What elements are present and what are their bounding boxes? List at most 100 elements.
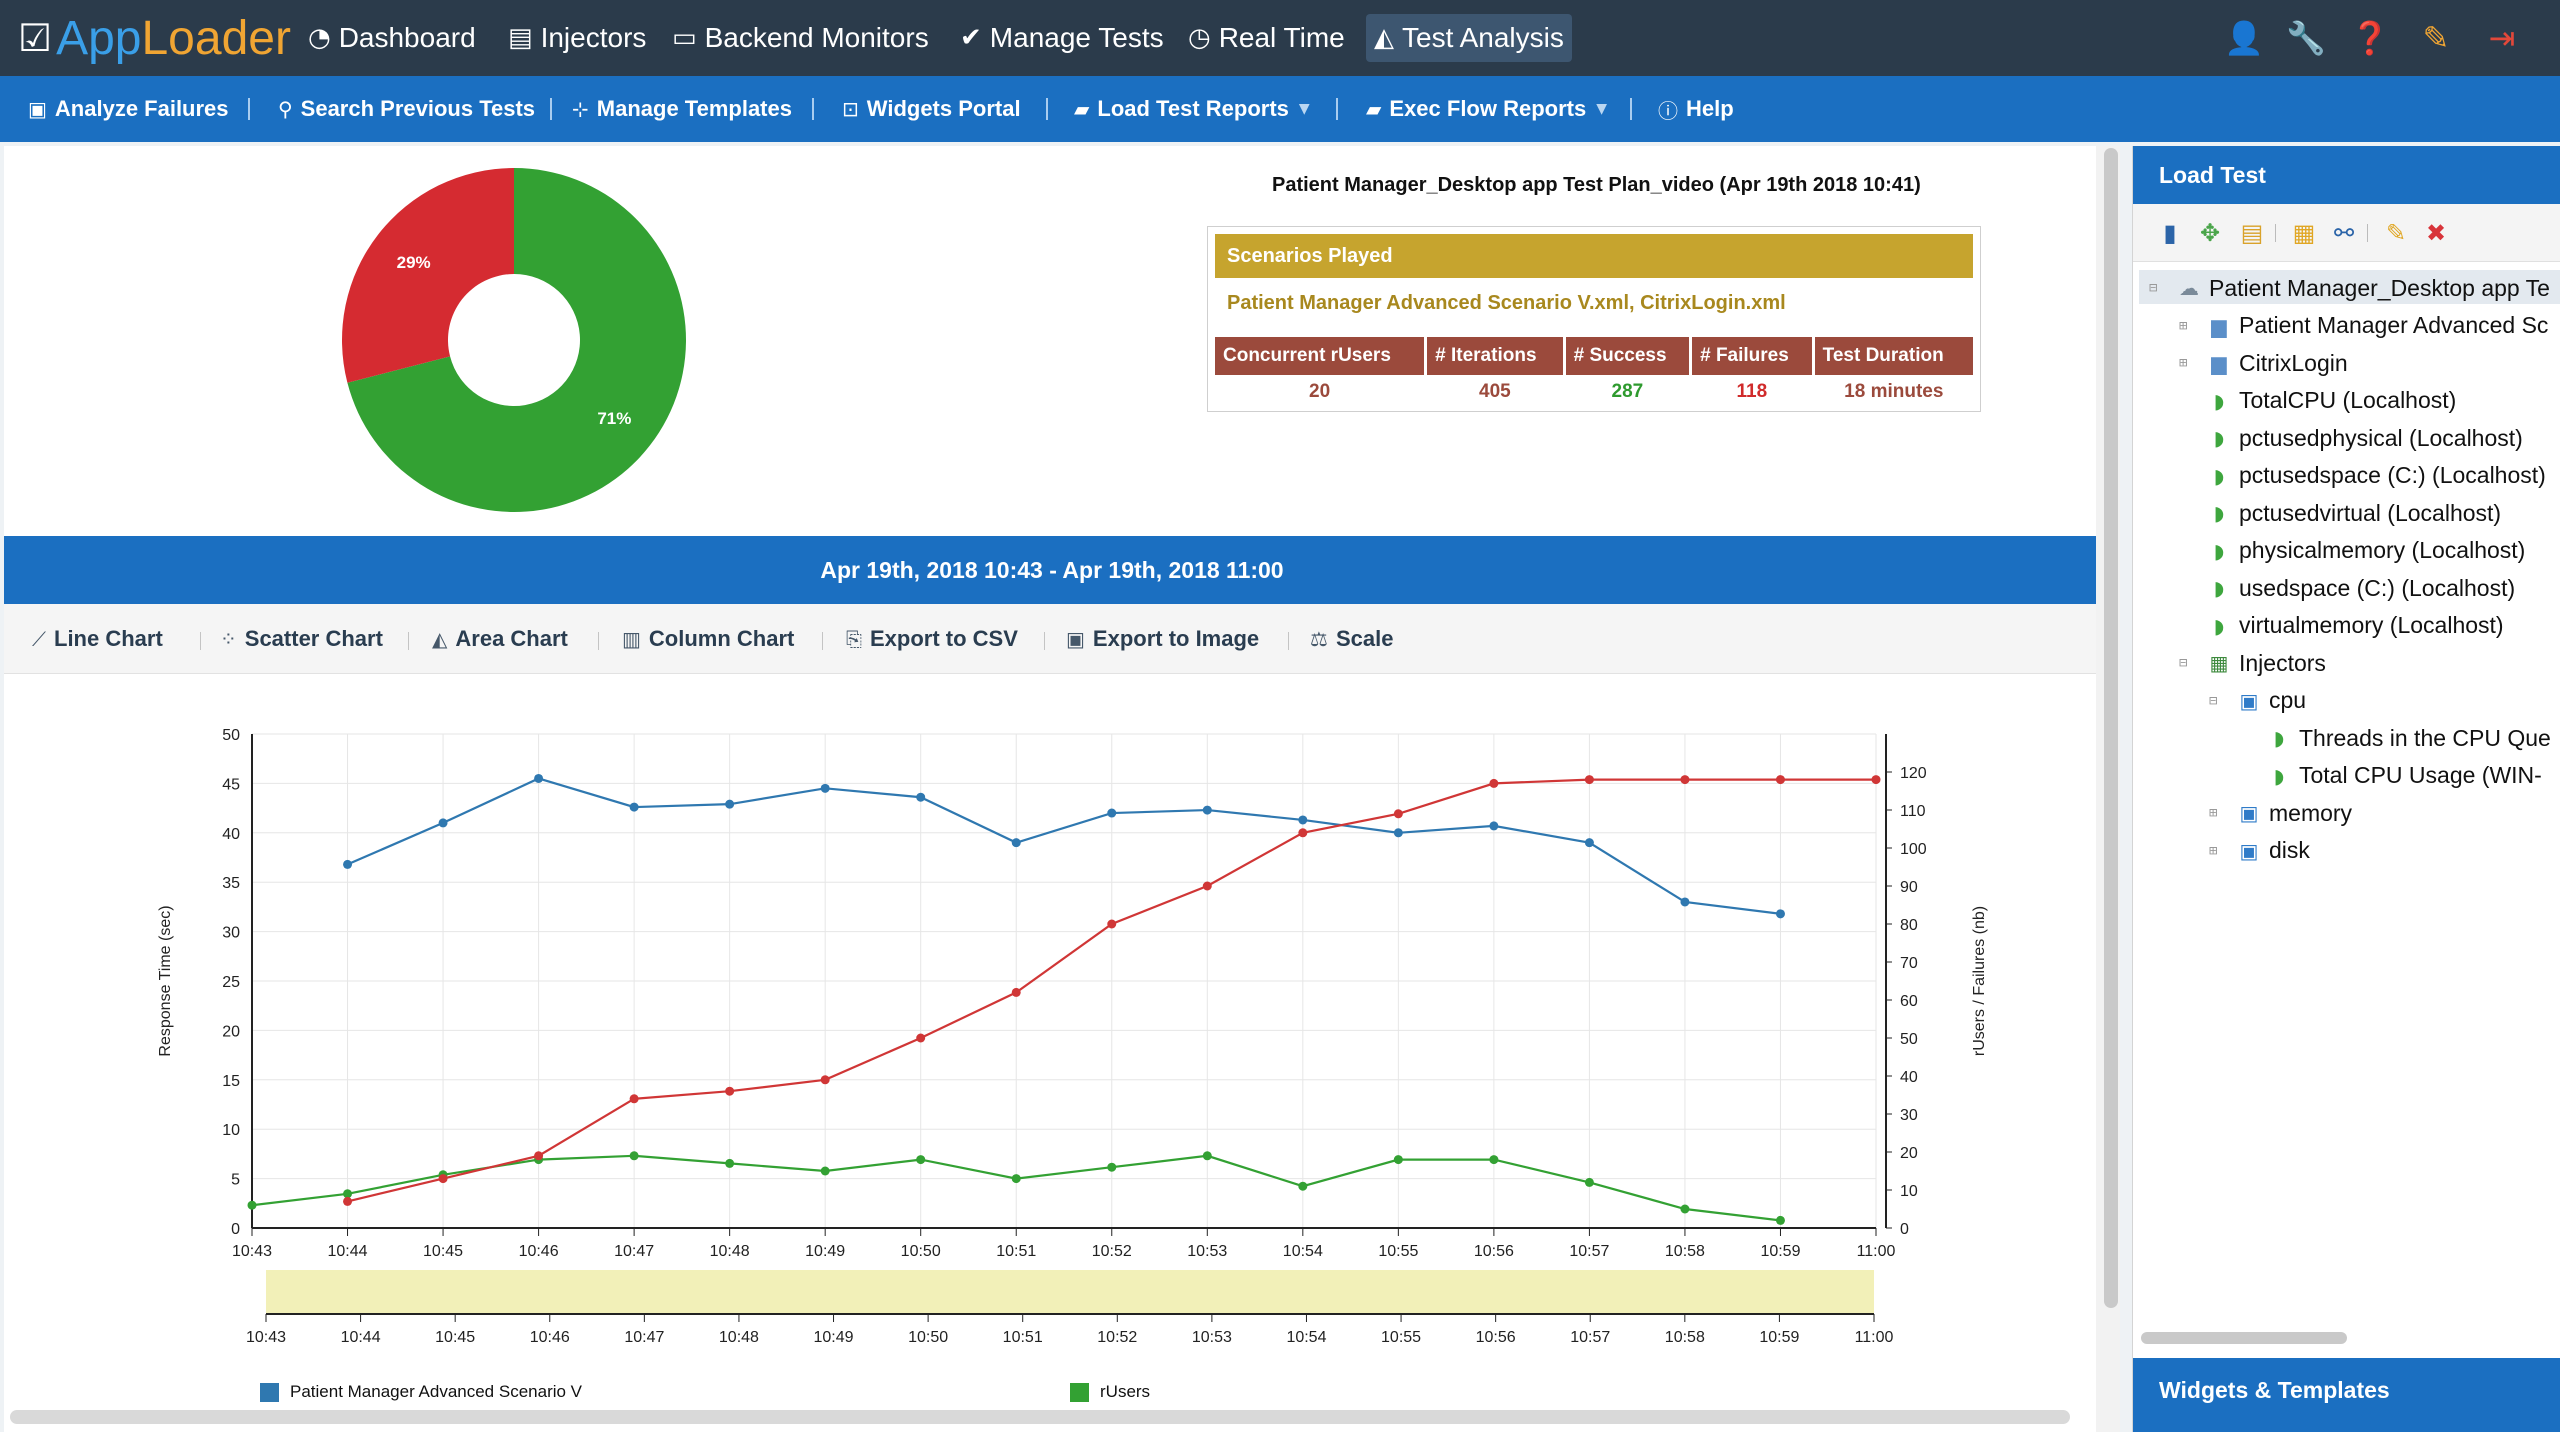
legend-item-scenario[interactable]: Patient Manager Advanced Scenario V (260, 1382, 582, 1402)
tree-node[interactable]: ◗ TotalCPU (Localhost) (2179, 385, 2457, 417)
y2-tick-label: 100 (1900, 841, 1927, 858)
tree-expander-icon[interactable]: ⊞ (2179, 317, 2188, 334)
y2-tick-label: 110 (1900, 803, 1926, 820)
data-point (629, 1094, 639, 1104)
tree-node[interactable]: ◗ Total CPU Usage (WIN- (2239, 760, 2542, 792)
nav-test-analysis-label: Test Analysis (1402, 22, 1564, 53)
move-icon[interactable]: ✥ (2199, 219, 2221, 247)
tree-node[interactable]: ◗ Threads in the CPU Que (2239, 722, 2551, 754)
navigator-tick-label: 10:45 (435, 1329, 475, 1346)
sub-widgets-portal[interactable]: ⊡ Widgets Portal (842, 92, 1021, 126)
tree-node[interactable]: ◗ physicalmemory (Localhost) (2179, 535, 2526, 567)
legend-item-rusers[interactable]: rUsers (1070, 1382, 1150, 1402)
navigator-tick-label: 10:59 (1759, 1329, 1799, 1346)
nav-dashboard[interactable]: ◔ Dashboard (300, 14, 484, 62)
help-icon[interactable]: ❓ (2350, 19, 2390, 57)
user-icon[interactable]: 👤 (2224, 19, 2264, 57)
tree-node[interactable]: ◗ pctusedspace (C:) (Localhost) (2179, 460, 2546, 492)
wrench-icon[interactable]: 🔧 (2286, 19, 2326, 57)
tree-node[interactable]: ⊞ ▣ disk (2209, 835, 2310, 867)
tree-horizontal-scrollbar[interactable] (2141, 1332, 2347, 1344)
x-tick-label: 10:50 (901, 1243, 941, 1260)
tag-icon[interactable]: ✎ (2422, 19, 2450, 57)
file-icon: ⎘ (846, 627, 862, 651)
tree-node[interactable]: ⊟ ▣ cpu (2209, 685, 2306, 717)
tree-node[interactable]: ⊟ ▦ Injectors (2179, 647, 2326, 679)
tree-expander-icon[interactable]: ⊞ (2209, 842, 2218, 859)
logout-icon[interactable]: ⇥ (2488, 19, 2516, 57)
tree-node[interactable]: ◗ virtualmemory (Localhost) (2179, 610, 2504, 642)
scale-button[interactable]: ⚖ Scale (1310, 624, 1393, 654)
sub-search-previous-tests[interactable]: ⚲ Search Previous Tests (278, 92, 535, 126)
tree-expander-icon[interactable]: ⊟ (2149, 280, 2158, 296)
scale-label: Scale (1335, 626, 1394, 651)
nav-real-time[interactable]: ◷ Real Time (1180, 14, 1353, 62)
tree-expander-icon[interactable]: ⊟ (2179, 655, 2188, 671)
tree-node[interactable]: ⊞ ▆ Patient Manager Advanced Sc (2179, 310, 2548, 342)
nav-backend-monitors[interactable]: ▭ Backend Monitors (664, 14, 937, 62)
tree-node[interactable]: ⊞ ▆ CitrixLogin (2179, 347, 2348, 379)
delete-icon[interactable]: ✖ (2425, 219, 2447, 247)
tree-node[interactable]: ⊟ ☁ Patient Manager_Desktop app Te (2149, 272, 2550, 304)
sub-help[interactable]: ⓘ Help (1658, 92, 1734, 126)
nav-test-analysis[interactable]: ◭ Test Analysis (1366, 14, 1572, 62)
main-vertical-scrollbar[interactable] (2104, 148, 2118, 1308)
main-horizontal-scrollbar[interactable] (10, 1410, 2070, 1424)
x-tick-label: 10:44 (328, 1243, 368, 1260)
link-icon[interactable]: ⚯ (2333, 219, 2355, 247)
sub-load-test-reports[interactable]: ▰ Load Test Reports ▼ (1074, 92, 1310, 126)
tree-expander-icon[interactable]: ⊞ (2179, 355, 2188, 371)
y2-tick-label: 80 (1900, 917, 1918, 934)
legend-label: rUsers (1100, 1382, 1151, 1401)
tree-node[interactable]: ◗ usedspace (C:) (Localhost) (2179, 572, 2515, 604)
line-chart-button[interactable]: ⟋ Line Chart (32, 624, 163, 654)
sub-load-test-reports-label: Load Test Reports (1097, 96, 1289, 121)
tree-expander-icon[interactable]: ⊞ (2209, 805, 2218, 821)
tree-expander-icon[interactable]: ⊟ (2209, 692, 2218, 709)
nav-injectors[interactable]: ▤ Injectors (500, 14, 654, 62)
metric-head-failures: # Failures (1692, 337, 1812, 375)
range-navigator[interactable]: 10:43 10:44 10:45 10:46 10:47 10:48 10:49 10:50… (154, 1266, 1894, 1362)
caret-down-icon: ▼ (1596, 101, 1608, 117)
server-icon: ▤ (508, 23, 533, 53)
data-point (534, 773, 544, 783)
image-icon: ▣ (28, 97, 47, 121)
save-icon[interactable]: ▤ (2240, 219, 2264, 247)
tree-node-label: CitrixLogin (2239, 349, 2348, 376)
sitemap-icon: ⊹ (572, 97, 589, 121)
export-image-button[interactable]: ▣ Export to Image (1066, 624, 1259, 654)
area-chart-button[interactable]: ◭ Area Chart (432, 624, 568, 654)
monitor-icon: ▭ (672, 23, 697, 53)
x-tick-label: 10:54 (1283, 1243, 1323, 1260)
test-plan-title: Patient Manager_Desktop app Test Plan_vi… (1272, 174, 1921, 196)
bar-chart-icon[interactable]: ▮ (2163, 219, 2177, 247)
success-failure-pie-chart: 71% 29% (342, 168, 686, 512)
toolbar-separator (408, 632, 409, 650)
tree-node[interactable]: ◗ pctusedphysical (Localhost) (2179, 422, 2523, 454)
tag-icon[interactable]: ✎ (2385, 219, 2407, 247)
metrics-value-row: 20 405 287 118 18 minutes (1215, 377, 1973, 407)
sub-exec-flow-reports[interactable]: ▰ Exec Flow Reports ▼ (1366, 92, 1607, 126)
data-point (1584, 838, 1594, 848)
data-point (1202, 805, 1212, 815)
sub-navbar: ▣ Analyze Failures ⚲ Search Previous Tes… (0, 76, 2560, 142)
nav-manage-tests[interactable]: ✔ Manage Tests (952, 14, 1172, 62)
tree-node[interactable]: ◗ pctusedvirtual (Localhost) (2179, 497, 2501, 529)
app-logo[interactable]: ☑ App Loader (18, 10, 291, 66)
tree-node[interactable]: ⊞ ▣ memory (2209, 797, 2352, 829)
widgets-templates-header[interactable]: Widgets & Templates (2133, 1358, 2560, 1432)
pie-slice (342, 168, 514, 383)
cloud-icon: ☁ (2179, 276, 2199, 300)
export-csv-button[interactable]: ⎘ Export to CSV (846, 624, 1018, 654)
scatter-chart-button[interactable]: ⁘ Scatter Chart (220, 624, 383, 654)
data-point (1680, 775, 1690, 785)
x-tick-label: 10:43 (232, 1243, 272, 1260)
metric-value-test-duration: 18 minutes (1844, 381, 1944, 402)
column-chart-button[interactable]: ▥ Column Chart (622, 624, 794, 654)
sub-analyze-failures[interactable]: ▣ Analyze Failures (28, 92, 229, 126)
y2-tick-label: 60 (1900, 993, 1918, 1010)
tree-node-label: Total CPU Usage (WIN- (2299, 762, 2542, 788)
widgets-icon: ⊡ (842, 97, 859, 121)
sub-manage-templates[interactable]: ⊹ Manage Templates (572, 92, 792, 126)
grid-icon[interactable]: ▦ (2292, 219, 2316, 247)
